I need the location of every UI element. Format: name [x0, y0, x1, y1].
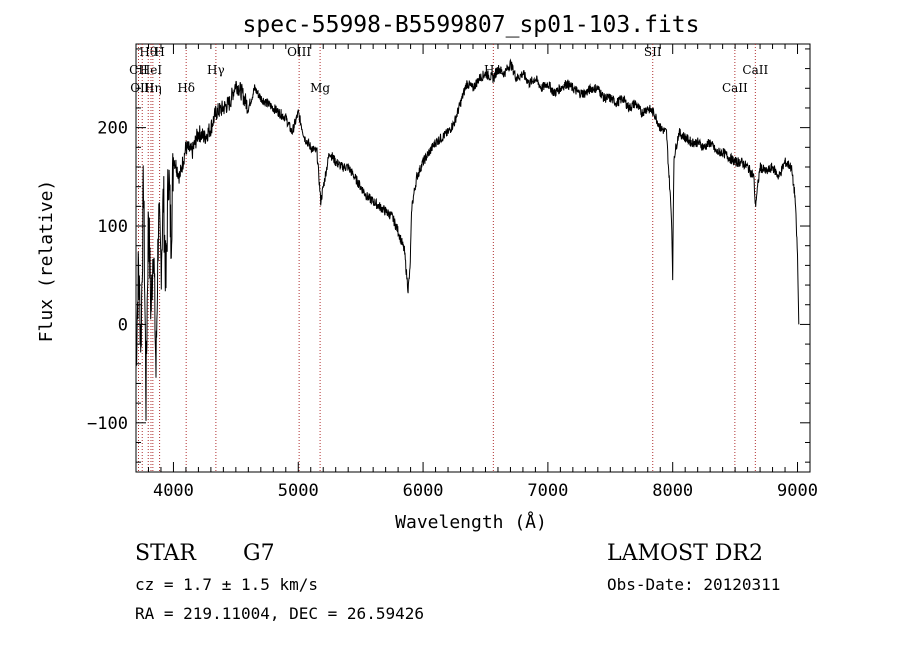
line-label: CaII [742, 63, 768, 77]
x-tick-label: 5000 [278, 481, 319, 501]
line-label: Hθ [139, 45, 157, 59]
survey-label: LAMOST DR2 [607, 541, 763, 566]
line-label: Hγ [207, 63, 225, 77]
line-label: CaII [722, 81, 748, 95]
line-label: Hδ [177, 81, 195, 95]
y-tick-label: 200 [97, 119, 128, 139]
x-tick-label: 8000 [652, 481, 693, 501]
star-subclass: G7 [243, 541, 275, 566]
star-class: STAR [135, 541, 197, 566]
cz-label: cz = 1.7 ± 1.5 km/s [135, 575, 318, 594]
y-axis-label: Flux (relative) [36, 180, 57, 343]
x-tick-label: 6000 [403, 481, 444, 501]
line-label: OIII [130, 81, 154, 95]
spectrum-line [135, 58, 800, 421]
plot-frame [135, 43, 811, 473]
axis-ticks: 4000 5000 6000 7000 8000 9000 −100 0 100 200 [87, 44, 818, 501]
line-label: CII [129, 63, 148, 77]
x-tick-label: 9000 [777, 481, 818, 501]
x-axis-label: Wavelength (Å) [395, 511, 547, 533]
obs-date-label: Obs-Date: 20120311 [607, 575, 780, 594]
chart-title: spec-55998-B5599807_sp01-103.fits [243, 12, 700, 38]
line-label: HeI [140, 63, 163, 77]
y-tick-label: 100 [97, 217, 128, 237]
y-tick-label: 0 [118, 315, 128, 335]
x-tick-label: 4000 [153, 481, 194, 501]
line-label: OIII [287, 45, 311, 59]
y-tick-label: −100 [87, 414, 128, 434]
line-label: H [154, 45, 164, 59]
line-label: SII [644, 45, 662, 59]
line-label: Hη [144, 81, 162, 95]
radec-label: RA = 219.11004, DEC = 26.59426 [135, 604, 424, 623]
line-label: Mg [310, 81, 330, 95]
plot-border [135, 43, 811, 473]
x-tick-label: 7000 [527, 481, 568, 501]
